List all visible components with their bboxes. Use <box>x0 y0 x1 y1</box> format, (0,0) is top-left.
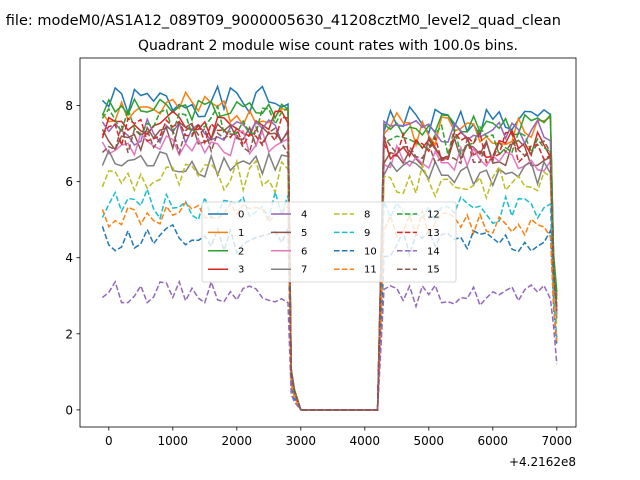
x-tick-label: 6000 <box>478 434 509 448</box>
legend-label-4: 4 <box>301 210 307 221</box>
plot-frame <box>79 57 577 428</box>
legend-label-15: 15 <box>427 265 440 276</box>
chart-title: Quadrant 2 module wise count rates with … <box>138 38 518 54</box>
y-tick-label: 0 <box>65 403 73 417</box>
x-tick-label: 4000 <box>350 434 381 448</box>
legend-label-6: 6 <box>301 246 307 257</box>
x-tick-label: 2000 <box>222 434 253 448</box>
y-tick-label: 6 <box>65 175 73 189</box>
legend-label-10: 10 <box>364 246 377 257</box>
series-line-11 <box>101 201 558 411</box>
series-line-14 <box>101 279 558 411</box>
legend-label-12: 12 <box>427 210 440 221</box>
legend-label-0: 0 <box>238 210 244 221</box>
series-line-15 <box>101 124 558 411</box>
series-lines <box>101 84 558 411</box>
x-tick-label: 3000 <box>286 434 317 448</box>
series-line-9 <box>101 187 558 411</box>
legend-box <box>201 201 457 283</box>
legend-label-14: 14 <box>427 246 440 257</box>
legend-label-7: 7 <box>301 265 307 276</box>
legend-label-5: 5 <box>301 228 307 239</box>
legend-label-11: 11 <box>364 265 377 276</box>
x-tick-label: 7000 <box>542 434 573 448</box>
legend-label-13: 13 <box>427 228 440 239</box>
x-axis: 0 1000 2000 3000 4000 5000 6000 7000 <box>105 427 572 448</box>
x-offset-label: +4.2162e8 <box>509 455 576 469</box>
y-tick-label: 2 <box>65 327 73 341</box>
x-tick-label: 0 <box>105 434 113 448</box>
legend-label-3: 3 <box>238 265 244 276</box>
legend-label-9: 9 <box>364 228 370 239</box>
legend-label-8: 8 <box>364 210 370 221</box>
y-axis: 0 2 4 6 8 <box>65 99 80 417</box>
y-tick-label: 8 <box>65 99 73 113</box>
legend-label-2: 2 <box>238 246 244 257</box>
y-tick-label: 4 <box>65 251 73 265</box>
x-tick-label: 1000 <box>158 434 189 448</box>
x-tick-label: 5000 <box>414 434 445 448</box>
legend-label-1: 1 <box>238 228 244 239</box>
figure-suptitle: n file: modeM0/AS1A12_089T09_9000005630_… <box>0 13 561 29</box>
